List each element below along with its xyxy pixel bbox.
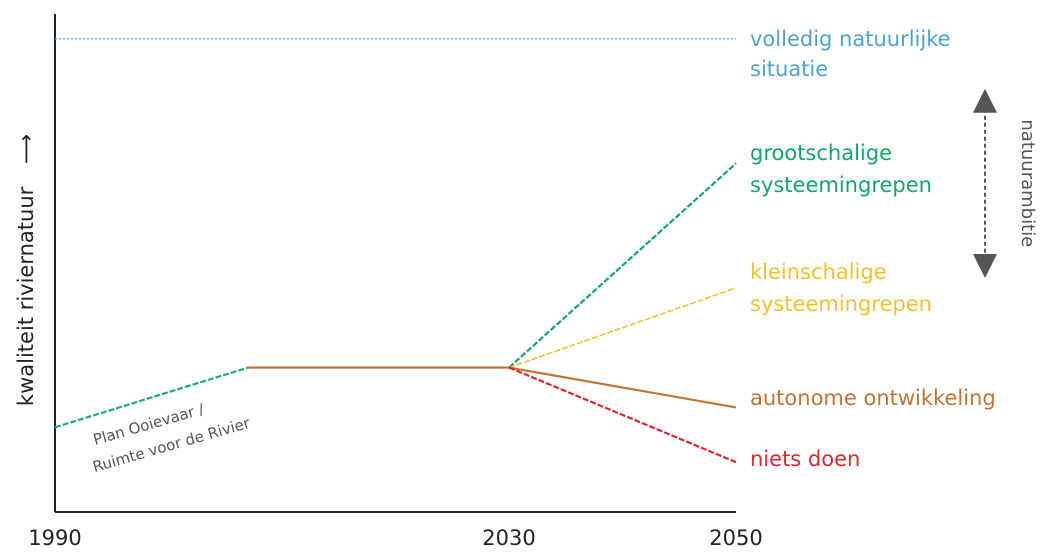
reference-group: volledig natuurlijke situatie xyxy=(55,27,951,81)
history-line xyxy=(54,366,249,429)
series-label-line: systeemingrepen xyxy=(750,292,932,316)
x-tick-labels: 1990 2030 2050 xyxy=(28,526,762,550)
series-line xyxy=(508,366,737,464)
series-label-line: systeemingrepen xyxy=(750,173,932,197)
x-tick-label: 2030 xyxy=(482,526,535,550)
series-label-line: niets doen xyxy=(750,447,860,471)
y-axis-arrow: ⟶ xyxy=(14,134,38,164)
series-label: grootschalige systeemingrepen xyxy=(750,141,932,197)
series-lines xyxy=(54,162,737,464)
series-label-line: grootschalige xyxy=(750,141,892,165)
series-line xyxy=(508,162,737,369)
series-label: niets doen xyxy=(750,447,860,471)
series-line xyxy=(508,287,737,369)
y-axis-label-text: kwaliteit riviernatuur xyxy=(14,186,38,406)
ambition-group: natuurambitie xyxy=(973,88,1038,278)
series-line xyxy=(508,366,737,409)
series-label-line: autonome ontwikkeling xyxy=(750,386,996,410)
history-label: Plan Ooievaar /Ruimte voor de Rivier xyxy=(83,389,252,476)
reference-label-line: situatie xyxy=(750,57,828,81)
reference-label-line: volledig natuurlijke xyxy=(750,27,951,51)
series-label-line: kleinschalige xyxy=(750,260,887,284)
axes xyxy=(54,14,736,513)
ambition-arrowhead-down xyxy=(973,253,997,278)
x-tick-label: 1990 xyxy=(28,526,81,550)
reference-label: volledig natuurlijke situatie xyxy=(750,27,951,81)
y-axis-label: kwaliteit riviernatuur ⟶ xyxy=(14,134,38,406)
history-label-group: Plan Ooievaar /Ruimte voor de Rivier xyxy=(83,389,253,476)
series-labels: grootschalige systeemingrepenkleinschalig… xyxy=(750,141,996,471)
ambition-arrowhead-up xyxy=(973,88,997,113)
series-label: kleinschalige systeemingrepen xyxy=(750,260,932,316)
ambition-label: natuurambitie xyxy=(1017,119,1038,247)
x-tick-label: 2050 xyxy=(709,526,762,550)
series-label: autonome ontwikkeling xyxy=(750,386,996,410)
